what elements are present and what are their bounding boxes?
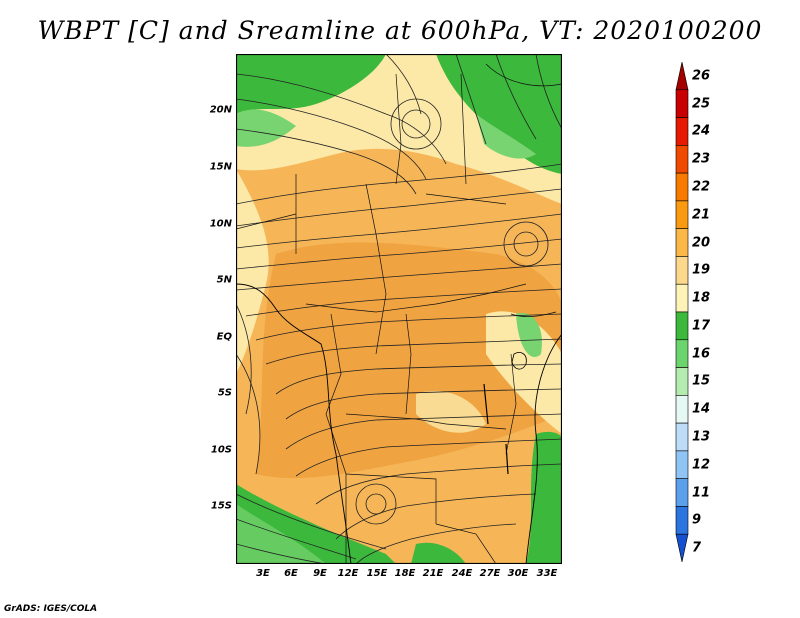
- colorbar-segment: [675, 172, 689, 202]
- colorbar-label: 24: [692, 123, 711, 139]
- colorbar-segments: [675, 62, 689, 562]
- lat-label-15n: 15N: [209, 161, 232, 173]
- colorbar-segment: [675, 117, 689, 146]
- colorbar-label: 7: [692, 540, 702, 556]
- field-pale-east: [486, 311, 562, 434]
- colorbar-label: 16: [692, 346, 711, 362]
- colorbar-label: 19: [692, 262, 711, 278]
- colorbar-label: 26: [692, 68, 711, 84]
- colorbar-segment: [675, 200, 689, 229]
- colorbar-segment: [675, 478, 689, 507]
- colorbar-segment: [675, 367, 689, 396]
- lake-malawi: [505, 443, 509, 475]
- lon-label-33e: 33E: [536, 568, 558, 579]
- colorbar-label: 25: [692, 96, 711, 112]
- country-borders: [236, 63, 562, 564]
- field-lightgreen-nw: [236, 109, 296, 147]
- colorbar-segment: [675, 228, 689, 257]
- chart-title: WBPT [C] and Sreamline at 600hPa, VT: 20…: [37, 16, 763, 45]
- lon-label-21e: 21E: [422, 568, 444, 579]
- lon-label-30e: 30E: [507, 568, 529, 579]
- colorbar-segment: [675, 422, 689, 452]
- colorbar-label: 21: [692, 207, 711, 223]
- lon-label-9e: 9E: [313, 568, 327, 579]
- colorbar-label: 17: [692, 318, 711, 334]
- colorbar-segment: [675, 256, 689, 285]
- colorbar-label: 22: [692, 179, 711, 195]
- colorbar-label: 9: [692, 512, 702, 528]
- colorbar-segment: [675, 339, 689, 368]
- lon-label-24e: 24E: [451, 568, 473, 579]
- colorbar-segment: [675, 311, 689, 341]
- colorbar-label: 12: [692, 457, 711, 473]
- field-green-northwest: [236, 54, 386, 114]
- lon-label-15e: 15E: [366, 568, 388, 579]
- lon-label-3e: 3E: [256, 568, 270, 579]
- coastline-west: [236, 283, 352, 564]
- colorbar-label: 23: [692, 151, 711, 167]
- lat-label-10n: 10N: [209, 218, 232, 230]
- colorbar-label: 18: [692, 290, 711, 306]
- colorbar-label: 14: [692, 401, 711, 417]
- map-frame: [236, 54, 562, 564]
- field-green-south: [411, 542, 466, 564]
- field-pale-west: [236, 169, 269, 374]
- colorbar-segment: [675, 283, 689, 313]
- colorbar-segment: [675, 506, 689, 535]
- lon-label-12e: 12E: [337, 568, 359, 579]
- colorbar-label: 11: [692, 485, 711, 501]
- lon-label-6e: 6E: [284, 568, 298, 579]
- coastline-east: [525, 333, 562, 564]
- grads-credit: GrADS: IGES/COLA: [4, 604, 98, 614]
- colorbar-label: 20: [692, 235, 711, 251]
- colorbar-segment: [675, 89, 689, 118]
- lon-label-27e: 27E: [479, 568, 501, 579]
- lat-label-5n: 5N: [216, 274, 232, 286]
- colorbar-segment: [675, 533, 689, 562]
- colorbar-segment: [675, 395, 689, 424]
- lake-tanganyika: [483, 383, 489, 425]
- lat-label-10s: 10S: [210, 444, 232, 456]
- lat-label-20n: 20N: [209, 104, 232, 116]
- weather-map: [236, 54, 562, 564]
- lat-label-15s: 15S: [210, 500, 232, 512]
- field-lightgreen-sw: [236, 504, 326, 564]
- lat-label-eq: EQ: [216, 331, 232, 343]
- field-lightgreen-ne: [476, 114, 536, 159]
- field-orange-central: [256, 242, 562, 479]
- field-lightgreen-east: [516, 313, 542, 358]
- colorbar-segment: [675, 62, 689, 91]
- lake-victoria: [511, 352, 527, 370]
- lon-label-18e: 18E: [394, 568, 416, 579]
- colorbar-segment: [675, 450, 689, 479]
- colorbar-label: 13: [692, 429, 711, 445]
- colorbar-label: 15: [692, 373, 711, 389]
- colorbar-segment: [675, 145, 689, 174]
- streamlines: [236, 54, 562, 564]
- lat-label-5s: 5S: [217, 387, 232, 399]
- colorbar: [675, 62, 689, 562]
- field-green-northeast: [436, 54, 562, 174]
